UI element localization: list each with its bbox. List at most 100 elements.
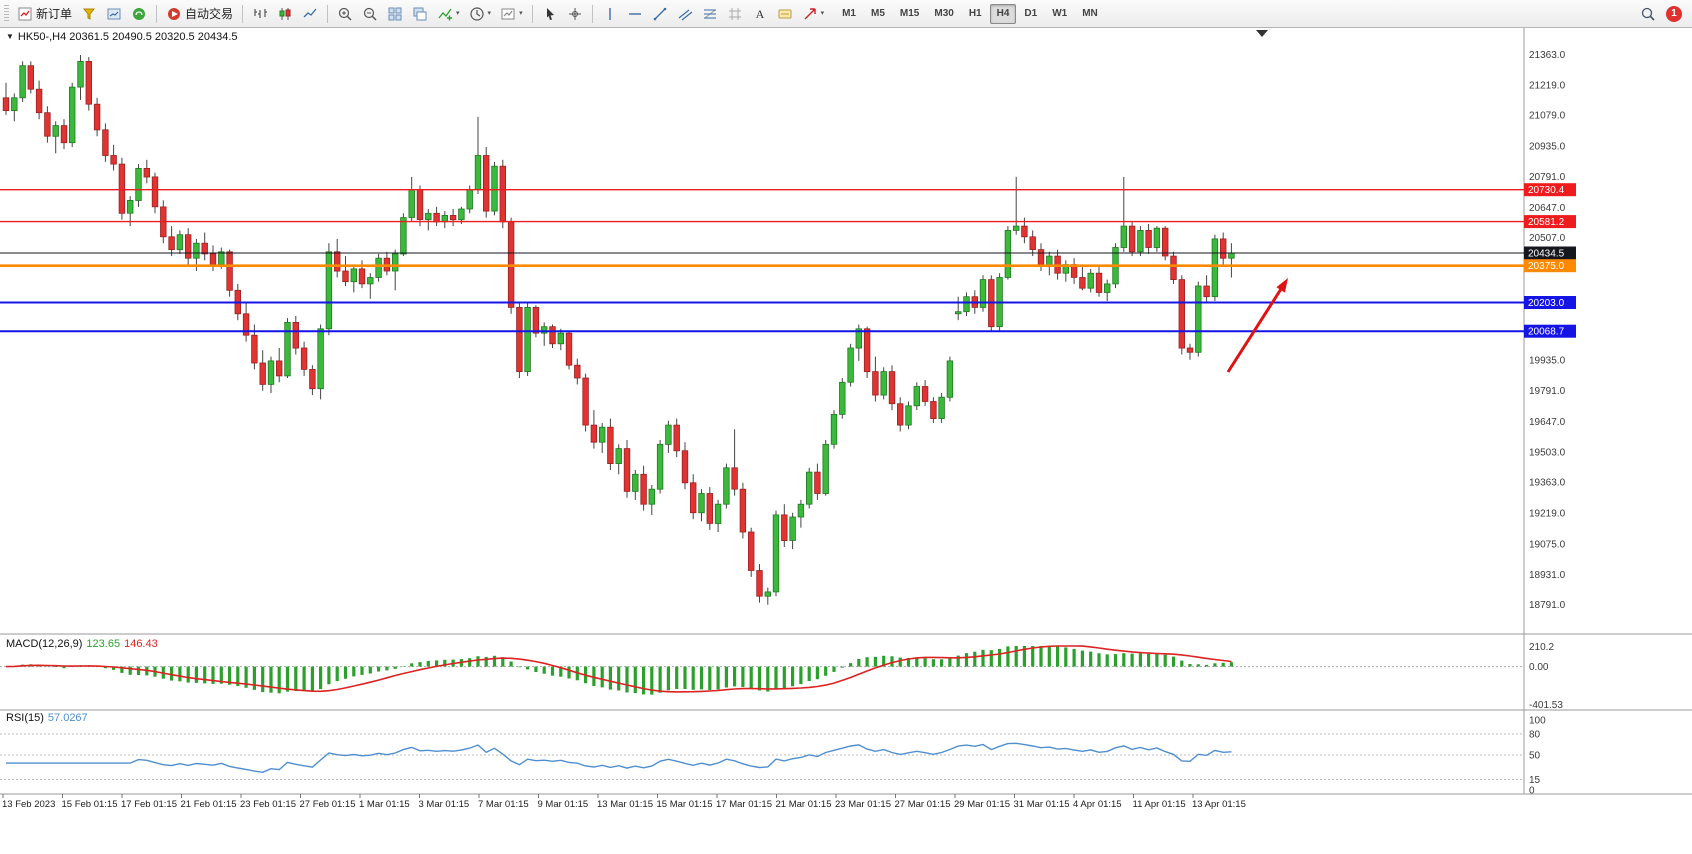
profiles-button[interactable] [102,3,126,25]
candle [466,189,473,210]
zoom-out-button[interactable] [358,3,382,25]
text-label-tool-button[interactable] [773,3,797,25]
candle [665,424,672,445]
tile-windows-button[interactable] [383,3,407,25]
notification-badge[interactable]: 1 [1666,5,1682,22]
candle [897,403,904,426]
toolbar: 新订单 自动交易 [0,0,1692,28]
candle [1104,283,1111,293]
zoom-in-button[interactable] [333,3,357,25]
bar-chart-button[interactable] [248,3,272,25]
timeframe-button-m30[interactable]: M30 [927,4,960,24]
rsi-indicator-label: RSI(15) 57.0267 [6,712,88,724]
fibonacci-tool-button[interactable] [698,3,722,25]
candle [938,396,945,420]
symbol-dropdown-icon[interactable]: ▼ [6,32,14,41]
annotation-arrow[interactable] [1226,288,1283,373]
candle [1203,285,1210,298]
candle [723,467,730,505]
timeframe-button-d1[interactable]: D1 [1017,4,1044,24]
candle [209,253,217,265]
new-order-label: 新订单 [36,7,73,21]
periods-button[interactable]: ▾ [465,3,496,25]
autotrading-button[interactable]: 自动交易 [162,3,237,25]
chevron-down-icon: ▾ [519,10,523,17]
candle [168,236,175,251]
timeframe-button-h4[interactable]: H4 [989,3,1017,24]
candle [275,360,283,377]
channel-tool-button[interactable] [673,3,697,25]
timeframe-button-m15[interactable]: M15 [893,4,926,24]
chevron-down-icon: ▾ [820,10,825,17]
clock-icon [469,6,484,21]
candle [1178,279,1185,349]
templates-button[interactable]: ▾ [496,3,527,25]
candle [1186,347,1194,353]
candle [1162,227,1169,257]
trendline-tool-button[interactable] [648,3,672,25]
community-button[interactable] [127,3,151,25]
cursor-tool-button[interactable] [538,3,562,25]
candle [549,326,556,345]
timeframe-button-m1[interactable]: M1 [835,4,863,24]
vertical-line-tool-button[interactable] [598,3,622,25]
candle [532,306,540,334]
price-box-label: 20730.4 [1528,185,1565,196]
grid-tool-button[interactable] [723,3,747,25]
timeframe-button-mn[interactable]: MN [1075,4,1105,24]
y-axis-label: 20791.0 [1529,172,1566,183]
text-tool-button[interactable]: A [748,3,772,25]
candle [516,306,523,372]
candle [391,253,399,272]
timeframe-button-h1[interactable]: H1 [962,4,989,24]
candle [839,381,846,415]
candle [2,97,10,112]
horizontal-line-tool-button[interactable] [623,3,647,25]
candle [541,326,548,334]
candle [847,347,854,383]
candle [673,424,680,452]
search-button[interactable] [1636,3,1660,25]
chart-canvas[interactable]: 21363.0 21219.0 21079.0 20935.0 20791.0 20647… [0,28,1692,854]
candlestick-chart-button[interactable] [273,3,297,25]
crosshair-tool-button[interactable] [563,3,587,25]
candle [830,413,838,445]
candle [814,471,821,494]
line-chart-button[interactable] [298,3,322,25]
timeframe-button-w1[interactable]: W1 [1045,4,1074,24]
macd-signal-value: 146.43 [124,638,158,650]
toolbar-drag-handle[interactable] [4,4,9,23]
rsi-scale-label: 50 [1529,751,1541,762]
candle [425,212,432,221]
candle [1021,225,1028,238]
y-axis-label: 19503.0 [1529,448,1566,459]
indicators-button[interactable]: ▾ [433,3,464,25]
candle [499,165,506,223]
candle [218,251,225,266]
new-order-button[interactable]: 新订单 [13,3,76,25]
x-axis-label: 11 Apr 01:15 [1133,799,1186,810]
x-axis-label: 17 Mar 01:15 [716,799,772,810]
chart-shift-marker[interactable] [1256,30,1268,37]
macd-signal-line [5,645,1232,693]
candle [764,591,771,597]
candle [1004,229,1012,278]
cascade-windows-button[interactable] [408,3,432,25]
timeframe-button-m5[interactable]: M5 [864,4,892,24]
chart-area[interactable]: 21363.0 21219.0 21079.0 20935.0 20791.0 20647… [0,28,1692,854]
mql-editor-button[interactable] [77,3,101,25]
candle [102,129,109,156]
candle [433,212,440,223]
candle [127,199,134,214]
candle [955,311,962,315]
candle [1195,285,1202,353]
candle [93,103,101,131]
candle [267,360,275,385]
candle [1228,252,1235,259]
macd-main-value: 123.65 [86,638,121,650]
trendline-icon [653,7,666,20]
candle [300,347,308,370]
svg-text:A: A [755,7,764,21]
arrows-tool-button[interactable]: ▾ [798,3,829,25]
x-axis-label: 21 Mar 01:15 [776,799,832,810]
